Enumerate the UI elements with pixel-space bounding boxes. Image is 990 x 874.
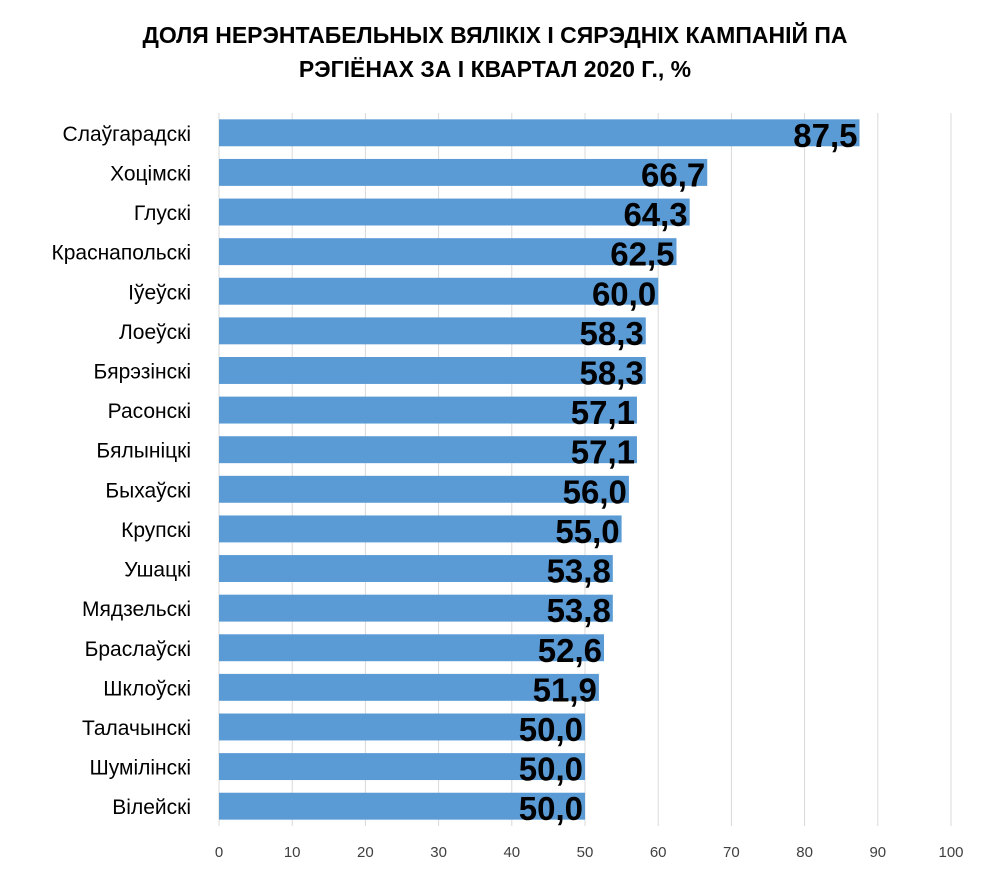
x-axis-ticks: 0 10 20 30 40 50 60 70 80 90 100 <box>215 844 964 861</box>
data-label: 56,0 <box>563 473 627 510</box>
x-tick-label: 10 <box>284 844 301 861</box>
x-tick-label: 50 <box>577 844 594 861</box>
bars <box>219 119 860 820</box>
data-label: 58,3 <box>580 315 644 352</box>
bar <box>219 158 708 186</box>
data-label: 60,0 <box>592 275 656 312</box>
data-label: 66,7 <box>641 156 705 193</box>
data-label: 52,6 <box>538 632 602 669</box>
data-label: 53,8 <box>547 553 611 590</box>
bar <box>219 317 646 345</box>
x-tick-label: 30 <box>430 844 447 861</box>
category-label: Краснапольскі <box>51 242 191 265</box>
bar <box>219 436 637 464</box>
data-labels: 87,566,764,362,560,058,358,357,157,156,0… <box>519 117 858 827</box>
category-label: Вілейскі <box>112 796 191 819</box>
category-label: Шумілінскі <box>90 757 191 780</box>
category-label: Слаўгарадскі <box>63 123 191 146</box>
category-label: Браслаўскі <box>85 638 191 661</box>
data-label: 64,3 <box>623 196 687 233</box>
category-label: Глускі <box>134 202 191 225</box>
x-tick-label: 20 <box>357 844 374 861</box>
bar <box>219 238 677 266</box>
category-labels: Слаўгарадскі Хоцімскі Глускі Краснапольскі І… <box>51 123 191 819</box>
category-label: Быхаўскі <box>105 479 191 502</box>
bar <box>219 396 637 424</box>
category-label: Талачынскі <box>82 717 191 740</box>
data-label: 57,1 <box>571 394 635 431</box>
x-tick-label: 60 <box>650 844 667 861</box>
bar <box>219 713 585 741</box>
data-label: 55,0 <box>555 513 619 550</box>
bar <box>219 753 585 781</box>
x-tick-label: 90 <box>869 844 886 861</box>
bar <box>219 198 690 226</box>
x-tick-label: 70 <box>723 844 740 861</box>
chart-title-line-1: ДОЛЯ НЕРЭНТАБЕЛЬНЫХ ВЯЛІКІХ І СЯРЭДНІХ К… <box>142 22 848 48</box>
category-label: Бялыніцкі <box>96 440 191 463</box>
bar <box>219 119 860 147</box>
data-label: 53,8 <box>547 592 611 629</box>
category-label: Лоеўскі <box>119 321 191 344</box>
data-label: 58,3 <box>580 354 644 391</box>
data-label: 50,0 <box>519 751 583 788</box>
category-label: Хоцімскі <box>110 162 191 185</box>
gridlines <box>218 113 952 826</box>
x-tick-label: 40 <box>503 844 520 861</box>
category-label: Шклоўскі <box>103 677 191 700</box>
bar <box>219 634 605 662</box>
category-label: Крупскі <box>121 519 191 542</box>
chart-title: ДОЛЯ НЕРЭНТАБЕЛЬНЫХ ВЯЛІКІХ І СЯРЭДНІХ К… <box>20 18 970 86</box>
bar <box>219 475 629 503</box>
chart-title-line-2: РЭГІЁНАХ ЗА І КВАРТАЛ 2020 Г., % <box>298 56 692 82</box>
bar <box>219 277 659 305</box>
category-label: Расонскі <box>108 400 191 423</box>
data-label: 50,0 <box>519 790 583 827</box>
bar <box>219 673 599 701</box>
x-tick-label: 0 <box>215 844 223 861</box>
bar <box>219 555 613 582</box>
data-label: 87,5 <box>793 117 857 154</box>
x-tick-label: 100 <box>938 844 963 861</box>
x-tick-label: 80 <box>796 844 813 861</box>
data-label: 62,5 <box>610 236 674 273</box>
category-label: Мядзельскі <box>82 598 191 621</box>
bar <box>219 792 585 820</box>
data-label: 50,0 <box>519 711 583 748</box>
category-label: Іўеўскі <box>128 281 191 304</box>
bar <box>219 594 613 622</box>
bar <box>219 357 646 384</box>
data-label: 57,1 <box>571 434 635 471</box>
category-label: Бярэзінскі <box>93 360 191 383</box>
category-label: Ушацкі <box>124 559 191 582</box>
data-label: 51,9 <box>533 671 597 708</box>
bar <box>219 515 622 543</box>
